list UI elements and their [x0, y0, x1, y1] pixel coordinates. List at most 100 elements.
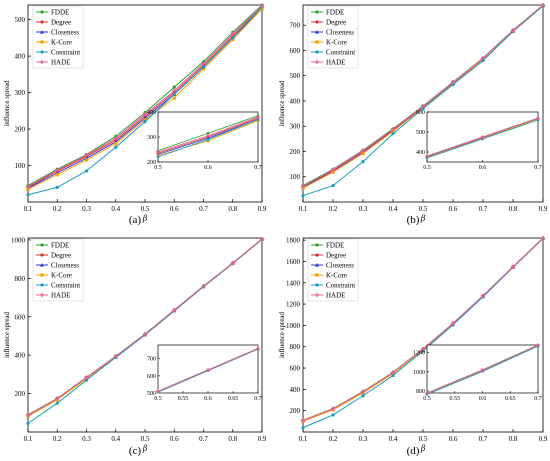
x-tick-label: 0.7	[479, 435, 488, 443]
inset: 0.5 0.55 0.6 0.65 0.7 500 600 700	[147, 344, 262, 402]
y-tick-label: 200	[15, 390, 26, 398]
inset-y-tick-label: 400	[147, 110, 156, 116]
data-point	[480, 56, 486, 61]
x-tick-label: 0.1	[299, 205, 308, 213]
legend-label: FDDE	[51, 242, 69, 250]
data-point	[156, 389, 160, 394]
panel-c: 0.1 0.2 0.3 0.4 0.5 0.6 0.7 0.8 0.9 200 400 600 800 1…	[3, 236, 267, 457]
y-tick-label: 800	[290, 343, 301, 351]
x-tick-label: 0.6	[449, 205, 458, 213]
legend-label: HADE	[326, 59, 345, 67]
y-tick-label: 200	[290, 407, 301, 415]
data-point	[55, 401, 59, 405]
y-tick-label: 1000	[11, 236, 26, 244]
legend: FDDE Degree Closeness K-Core Constraint HADE	[32, 5, 84, 69]
data-point	[451, 82, 455, 87]
data-point	[315, 253, 319, 257]
x-tick-label: 0.2	[329, 435, 338, 443]
legend: FDDE Degree Closeness K-Core Constraint HADE	[307, 238, 359, 302]
data-point	[142, 112, 148, 117]
legend-label: Degree	[326, 19, 346, 27]
legend: FDDE Degree Closeness K-Core Constraint HADE	[307, 5, 359, 69]
inset-x-tick-label: 0.6	[204, 165, 212, 171]
data-point	[201, 284, 206, 289]
data-point	[510, 264, 516, 270]
data-point	[40, 243, 44, 247]
y-tick-label: 100	[15, 162, 26, 170]
data-point	[259, 236, 265, 242]
data-point	[361, 159, 365, 164]
x-tick-label: 0.3	[82, 435, 91, 443]
x-tick-label: 0.6	[170, 205, 179, 213]
inset-x-tick-label: 0.6	[479, 396, 487, 402]
data-point	[331, 170, 335, 174]
inset-y-tick-label: 600	[416, 110, 425, 116]
x-tick-label: 0.4	[111, 435, 120, 443]
panel-label: (b)	[407, 214, 420, 226]
data-point	[55, 185, 59, 190]
x-tick-label: 0.1	[24, 205, 33, 213]
legend-label: K-Core	[326, 272, 347, 280]
y-tick-label: 500	[290, 72, 301, 80]
x-tick-label: 0.7	[479, 205, 488, 213]
data-point	[40, 273, 44, 277]
data-point	[201, 65, 206, 69]
data-point	[206, 138, 210, 141]
legend-box	[32, 238, 84, 302]
data-point	[425, 391, 429, 396]
data-point	[450, 321, 456, 326]
x-tick-label: 0.7	[199, 205, 208, 213]
data-point	[510, 28, 516, 33]
data-point	[300, 184, 306, 189]
inset-y-tick-label: 800	[416, 389, 425, 395]
panel-label: (a)	[129, 214, 142, 226]
data-point	[315, 283, 319, 287]
y-axis-label: influence spread	[3, 311, 11, 358]
data-point	[25, 184, 31, 189]
y-tick-label: 300	[15, 89, 26, 97]
inset-x-tick-label: 0.7	[254, 165, 262, 171]
y-tick-label: 1400	[286, 279, 301, 287]
data-point	[450, 80, 456, 85]
data-point	[315, 263, 319, 267]
y-tick-label: 300	[290, 123, 301, 131]
x-tick-label: 0.1	[24, 435, 33, 443]
data-point	[113, 354, 118, 359]
inset-x-tick-label: 0.7	[254, 396, 262, 402]
x-tick-label: 0.5	[141, 435, 150, 443]
inset-y-tick-label: 700	[147, 357, 156, 363]
data-point	[420, 104, 426, 109]
panel-d: 0.1 0.2 0.3 0.4 0.5 0.6 0.7 0.8 0.9 200 400 600 800 1…	[278, 235, 548, 457]
data-point	[40, 263, 44, 267]
data-point	[40, 30, 44, 34]
data-point	[331, 413, 335, 417]
data-point	[55, 173, 59, 177]
data-point	[230, 260, 235, 266]
data-point	[420, 346, 426, 352]
data-point	[540, 3, 546, 8]
data-point	[301, 426, 305, 430]
data-point	[391, 132, 395, 136]
inset-y-tick-label: 1000	[413, 370, 425, 376]
inset-x-tick-label: 0.6	[204, 396, 212, 402]
x-tick-label: 0.4	[389, 435, 398, 443]
inset-y-tick-label: 500	[147, 391, 156, 397]
inset: 0.5 0.6 0.7 200 300 400	[147, 110, 262, 171]
legend-label: Closeness	[326, 29, 354, 37]
legend-label: FDDE	[51, 9, 69, 17]
panel-b: 0.1 0.2 0.3 0.4 0.5 0.6 0.7 0.8 0.9 100 200 300 400 5…	[278, 3, 548, 226]
data-point	[421, 106, 425, 111]
y-tick-label: 600	[15, 313, 26, 321]
data-point	[330, 167, 336, 172]
data-point	[206, 131, 210, 135]
data-point	[256, 346, 260, 351]
x-tick-label: 0.2	[329, 205, 338, 213]
legend-label: Degree	[326, 252, 346, 260]
x-tick-label: 0.5	[419, 435, 428, 443]
data-point	[230, 31, 235, 37]
y-tick-label: 200	[15, 126, 26, 134]
data-point	[26, 421, 30, 425]
data-point	[331, 183, 335, 188]
data-point	[391, 373, 395, 378]
data-point	[301, 194, 305, 198]
